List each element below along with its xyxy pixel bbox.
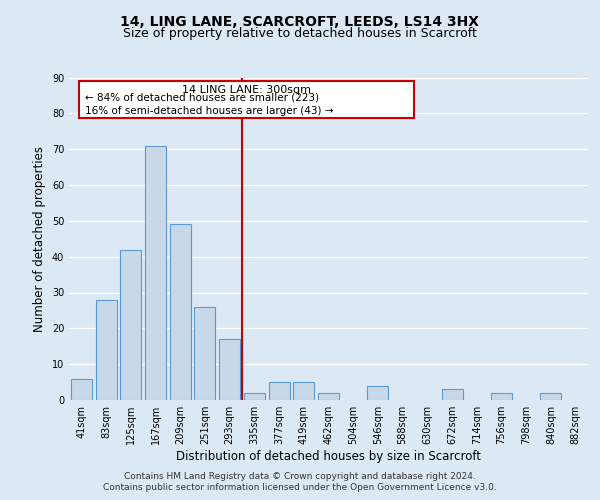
X-axis label: Distribution of detached houses by size in Scarcroft: Distribution of detached houses by size …: [176, 450, 481, 463]
Bar: [541, 393, 562, 400]
Bar: [269, 382, 290, 400]
Bar: [145, 146, 166, 400]
Text: ← 84% of detached houses are smaller (223): ← 84% of detached houses are smaller (22…: [85, 92, 319, 102]
Text: Size of property relative to detached houses in Scarcroft: Size of property relative to detached ho…: [123, 28, 477, 40]
FancyBboxPatch shape: [79, 80, 414, 118]
Bar: [120, 250, 141, 400]
Text: 14 LING LANE: 300sqm: 14 LING LANE: 300sqm: [182, 84, 311, 94]
Bar: [71, 378, 92, 400]
Bar: [293, 382, 314, 400]
Bar: [491, 393, 512, 400]
Text: Contains public sector information licensed under the Open Government Licence v3: Contains public sector information licen…: [103, 484, 497, 492]
Bar: [367, 386, 388, 400]
Text: Contains HM Land Registry data © Crown copyright and database right 2024.: Contains HM Land Registry data © Crown c…: [124, 472, 476, 481]
Bar: [170, 224, 191, 400]
Y-axis label: Number of detached properties: Number of detached properties: [33, 146, 46, 332]
Bar: [194, 307, 215, 400]
Bar: [318, 393, 339, 400]
Bar: [95, 300, 116, 400]
Bar: [244, 393, 265, 400]
Bar: [442, 389, 463, 400]
Text: 14, LING LANE, SCARCROFT, LEEDS, LS14 3HX: 14, LING LANE, SCARCROFT, LEEDS, LS14 3H…: [121, 15, 479, 29]
Text: 16% of semi-detached houses are larger (43) →: 16% of semi-detached houses are larger (…: [85, 106, 333, 116]
Bar: [219, 339, 240, 400]
